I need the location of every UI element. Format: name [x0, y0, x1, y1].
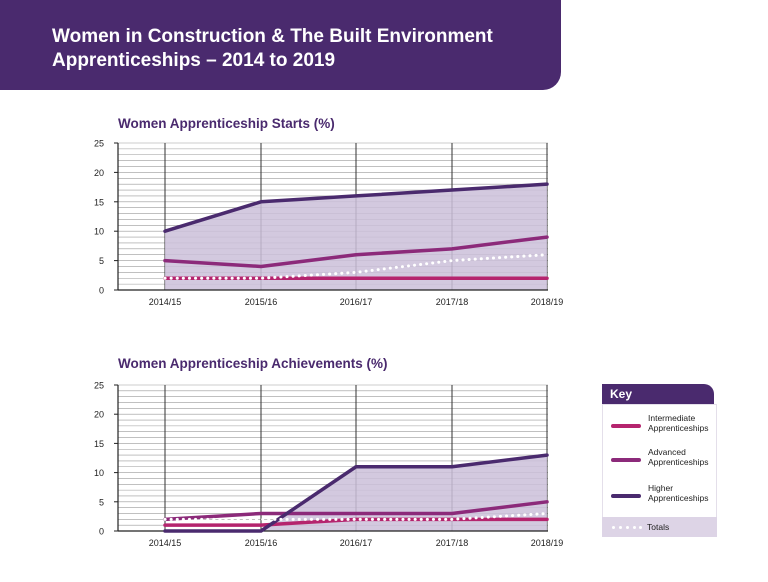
- y-tick-label: 0: [99, 527, 104, 537]
- y-tick-label: 0: [99, 286, 104, 296]
- x-tick-label: 2017/18: [436, 297, 469, 307]
- series-line-higher: [163, 182, 549, 233]
- page-title: Women in Construction & The Built Enviro…: [52, 26, 493, 71]
- y-tick-label: 25: [94, 381, 104, 391]
- legend-swatch-totals: [612, 526, 642, 529]
- y-tick-label: 15: [94, 197, 104, 207]
- x-tick-label: 2014/15: [149, 538, 182, 548]
- series-line-advanced: [163, 235, 549, 269]
- series-line-intermediate: [163, 517, 549, 527]
- legend-title: Key: [602, 384, 714, 404]
- x-tick-label: 2017/18: [436, 538, 469, 548]
- chart-title-achievements: Women Apprenticeship Achievements (%): [118, 356, 388, 371]
- y-tick-label: 20: [94, 410, 104, 420]
- legend-label-totals: Totals: [647, 522, 670, 532]
- series-line-higher: [163, 453, 549, 533]
- x-tick-label: 2016/17: [340, 538, 373, 548]
- x-tick-label: 2018/19: [531, 297, 564, 307]
- y-tick-label: 5: [99, 256, 104, 266]
- y-tick-label: 25: [94, 139, 104, 149]
- y-tick-label: 10: [94, 468, 104, 478]
- chart-title-starts: Women Apprenticeship Starts (%): [118, 116, 335, 131]
- legend-swatch-advanced: [611, 458, 641, 462]
- legend-item-totals: Totals: [602, 517, 717, 537]
- legend-label-intermediate: Intermediate Apprenticeships: [648, 413, 709, 433]
- y-tick-label: 5: [99, 497, 104, 507]
- y-tick-label: 15: [94, 439, 104, 449]
- legend: Key Intermediate Apprenticeships Advance…: [602, 384, 717, 537]
- y-tick-label: 20: [94, 168, 104, 178]
- y-tick-label: 10: [94, 227, 104, 237]
- x-tick-label: 2016/17: [340, 297, 373, 307]
- x-tick-label: 2015/16: [245, 297, 278, 307]
- x-tick-label: 2014/15: [149, 297, 182, 307]
- x-tick-label: 2018/19: [531, 538, 564, 548]
- header-banner: Women in Construction & The Built Enviro…: [0, 0, 561, 90]
- series-line-totals: [163, 511, 549, 521]
- chart-starts: 0 5 10 15 20 25 2014/15 2015/16 2016/17 2017/18 20…: [94, 139, 564, 308]
- legend-label-advanced: Advanced Apprenticeships: [648, 447, 709, 467]
- series-line-advanced: [163, 500, 549, 522]
- legend-swatch-intermediate: [611, 424, 641, 428]
- legend-body: Intermediate Apprenticeships Advanced Ap…: [602, 404, 717, 537]
- x-tick-label: 2015/16: [245, 538, 278, 548]
- legend-swatch-higher: [611, 494, 641, 498]
- legend-label-higher: Higher Apprenticeships: [648, 483, 709, 503]
- area-higher: [165, 184, 547, 290]
